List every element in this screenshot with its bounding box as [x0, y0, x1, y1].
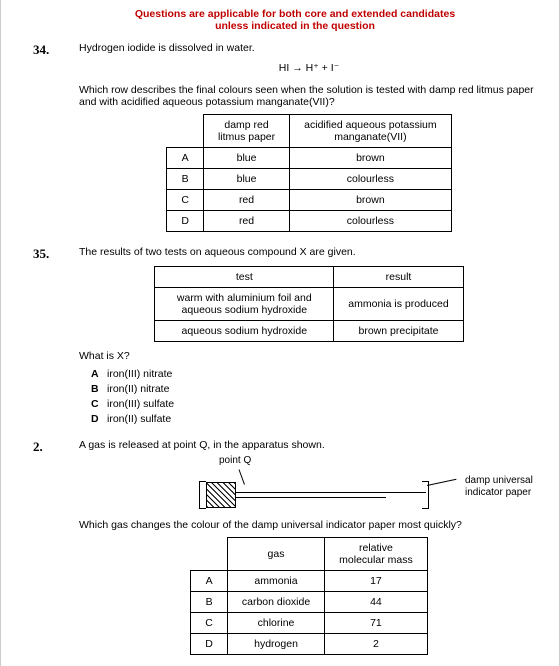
q34-rowB-c1: blue	[203, 169, 289, 190]
q35-choices: Airon(III) nitrate Biron(II) nitrate Cir…	[91, 368, 539, 425]
hatched-box-icon	[206, 482, 236, 508]
header-line2: unless indicated in the question	[215, 20, 375, 32]
q2-rowB-c1: carbon dioxide	[227, 592, 324, 613]
q2-label-right: damp universal indicator paper	[465, 475, 533, 499]
q34-rowC-c1: red	[203, 190, 289, 211]
q34-rowB-c2: colourless	[290, 169, 452, 190]
q2-table: gas relative molecular mass Aammonia17 B…	[190, 537, 427, 655]
q2-rowD-l: D	[191, 634, 228, 655]
q2-col1: gas	[227, 538, 324, 571]
q34-rowC-c2: brown	[290, 190, 452, 211]
q2-rowC-l: C	[191, 613, 228, 634]
q35-table: test result warm with aluminium foil and…	[154, 266, 463, 342]
q2-rowA-c2: 17	[325, 571, 428, 592]
q34-rowD-c2: colourless	[290, 211, 452, 232]
q2-text: A gas is released at point Q, in the app…	[79, 439, 539, 451]
q35-cA-l: A	[91, 368, 107, 380]
q34-rowD-l: D	[167, 211, 204, 232]
q2-rowB-l: B	[191, 592, 228, 613]
page: Questions are applicable for both core a…	[0, 0, 560, 666]
tube-icon	[236, 492, 386, 498]
q35-cD-t: iron(II) sulfate	[107, 413, 171, 425]
q35-r2c1: aqueous sodium hydroxide	[155, 321, 334, 342]
q34-rowA-c1: blue	[203, 148, 289, 169]
q35-cC-t: iron(III) sulfate	[107, 398, 174, 410]
q34-col2: acidified aqueous potassium manganate(VI…	[290, 115, 452, 148]
paper-icon	[386, 492, 426, 494]
q2-number: 2.	[33, 439, 43, 455]
q34-text: Hydrogen iodide is dissolved in water.	[79, 42, 539, 54]
q35-cB-l: B	[91, 383, 107, 395]
q34-rowD-c1: red	[203, 211, 289, 232]
q34-table: damp red litmus paper acidified aqueous …	[166, 114, 451, 232]
q35-th2: result	[334, 267, 463, 288]
q35-cB-t: iron(II) nitrate	[107, 383, 169, 395]
q34-rowC-l: C	[167, 190, 204, 211]
tube-end-icon	[199, 481, 206, 509]
q2-col2: relative molecular mass	[325, 538, 428, 571]
q35-r1c2: ammonia is produced	[334, 288, 463, 321]
q34-number: 34.	[33, 42, 49, 58]
q35-cD-l: D	[91, 413, 107, 425]
q2-pointQ-label: point Q	[219, 455, 251, 466]
q34-rowA-c2: brown	[290, 148, 452, 169]
q35-text: The results of two tests on aqueous comp…	[79, 246, 539, 258]
q2-stem: Which gas changes the colour of the damp…	[79, 519, 539, 531]
q2-rowC-c1: chlorine	[227, 613, 324, 634]
q35-r1c1: warm with aluminium foil and aqueous sod…	[155, 288, 334, 321]
q2-rowD-c1: hydrogen	[227, 634, 324, 655]
q34-col1: damp red litmus paper	[203, 115, 289, 148]
q2-rowA-c1: ammonia	[227, 571, 324, 592]
q35-body: The results of two tests on aqueous comp…	[79, 246, 539, 425]
q35-sub: What is X?	[79, 350, 539, 362]
header-line1: Questions are applicable for both core a…	[135, 8, 455, 20]
q35-r2c2: brown precipitate	[334, 321, 463, 342]
q35-number: 35.	[33, 246, 49, 262]
q2-body: A gas is released at point Q, in the app…	[79, 439, 539, 655]
q34-body: Hydrogen iodide is dissolved in water. H…	[79, 42, 539, 232]
q34-equation: HI → H⁺ + I⁻	[79, 62, 539, 74]
q2-rowB-c2: 44	[325, 592, 428, 613]
q2-rowD-c2: 2	[325, 634, 428, 655]
q35-cA-t: iron(III) nitrate	[107, 368, 172, 380]
q2-diagram: point Q damp universal indicator paper	[79, 455, 539, 511]
q34-rowB-l: B	[167, 169, 204, 190]
q35-cC-l: C	[91, 398, 107, 410]
q2-rowA-l: A	[191, 571, 228, 592]
q34-rowA-l: A	[167, 148, 204, 169]
header: Questions are applicable for both core a…	[51, 8, 539, 32]
q2-rowC-c2: 71	[325, 613, 428, 634]
q34-stem: Which row describes the final colours se…	[79, 84, 539, 108]
q35-th1: test	[155, 267, 334, 288]
